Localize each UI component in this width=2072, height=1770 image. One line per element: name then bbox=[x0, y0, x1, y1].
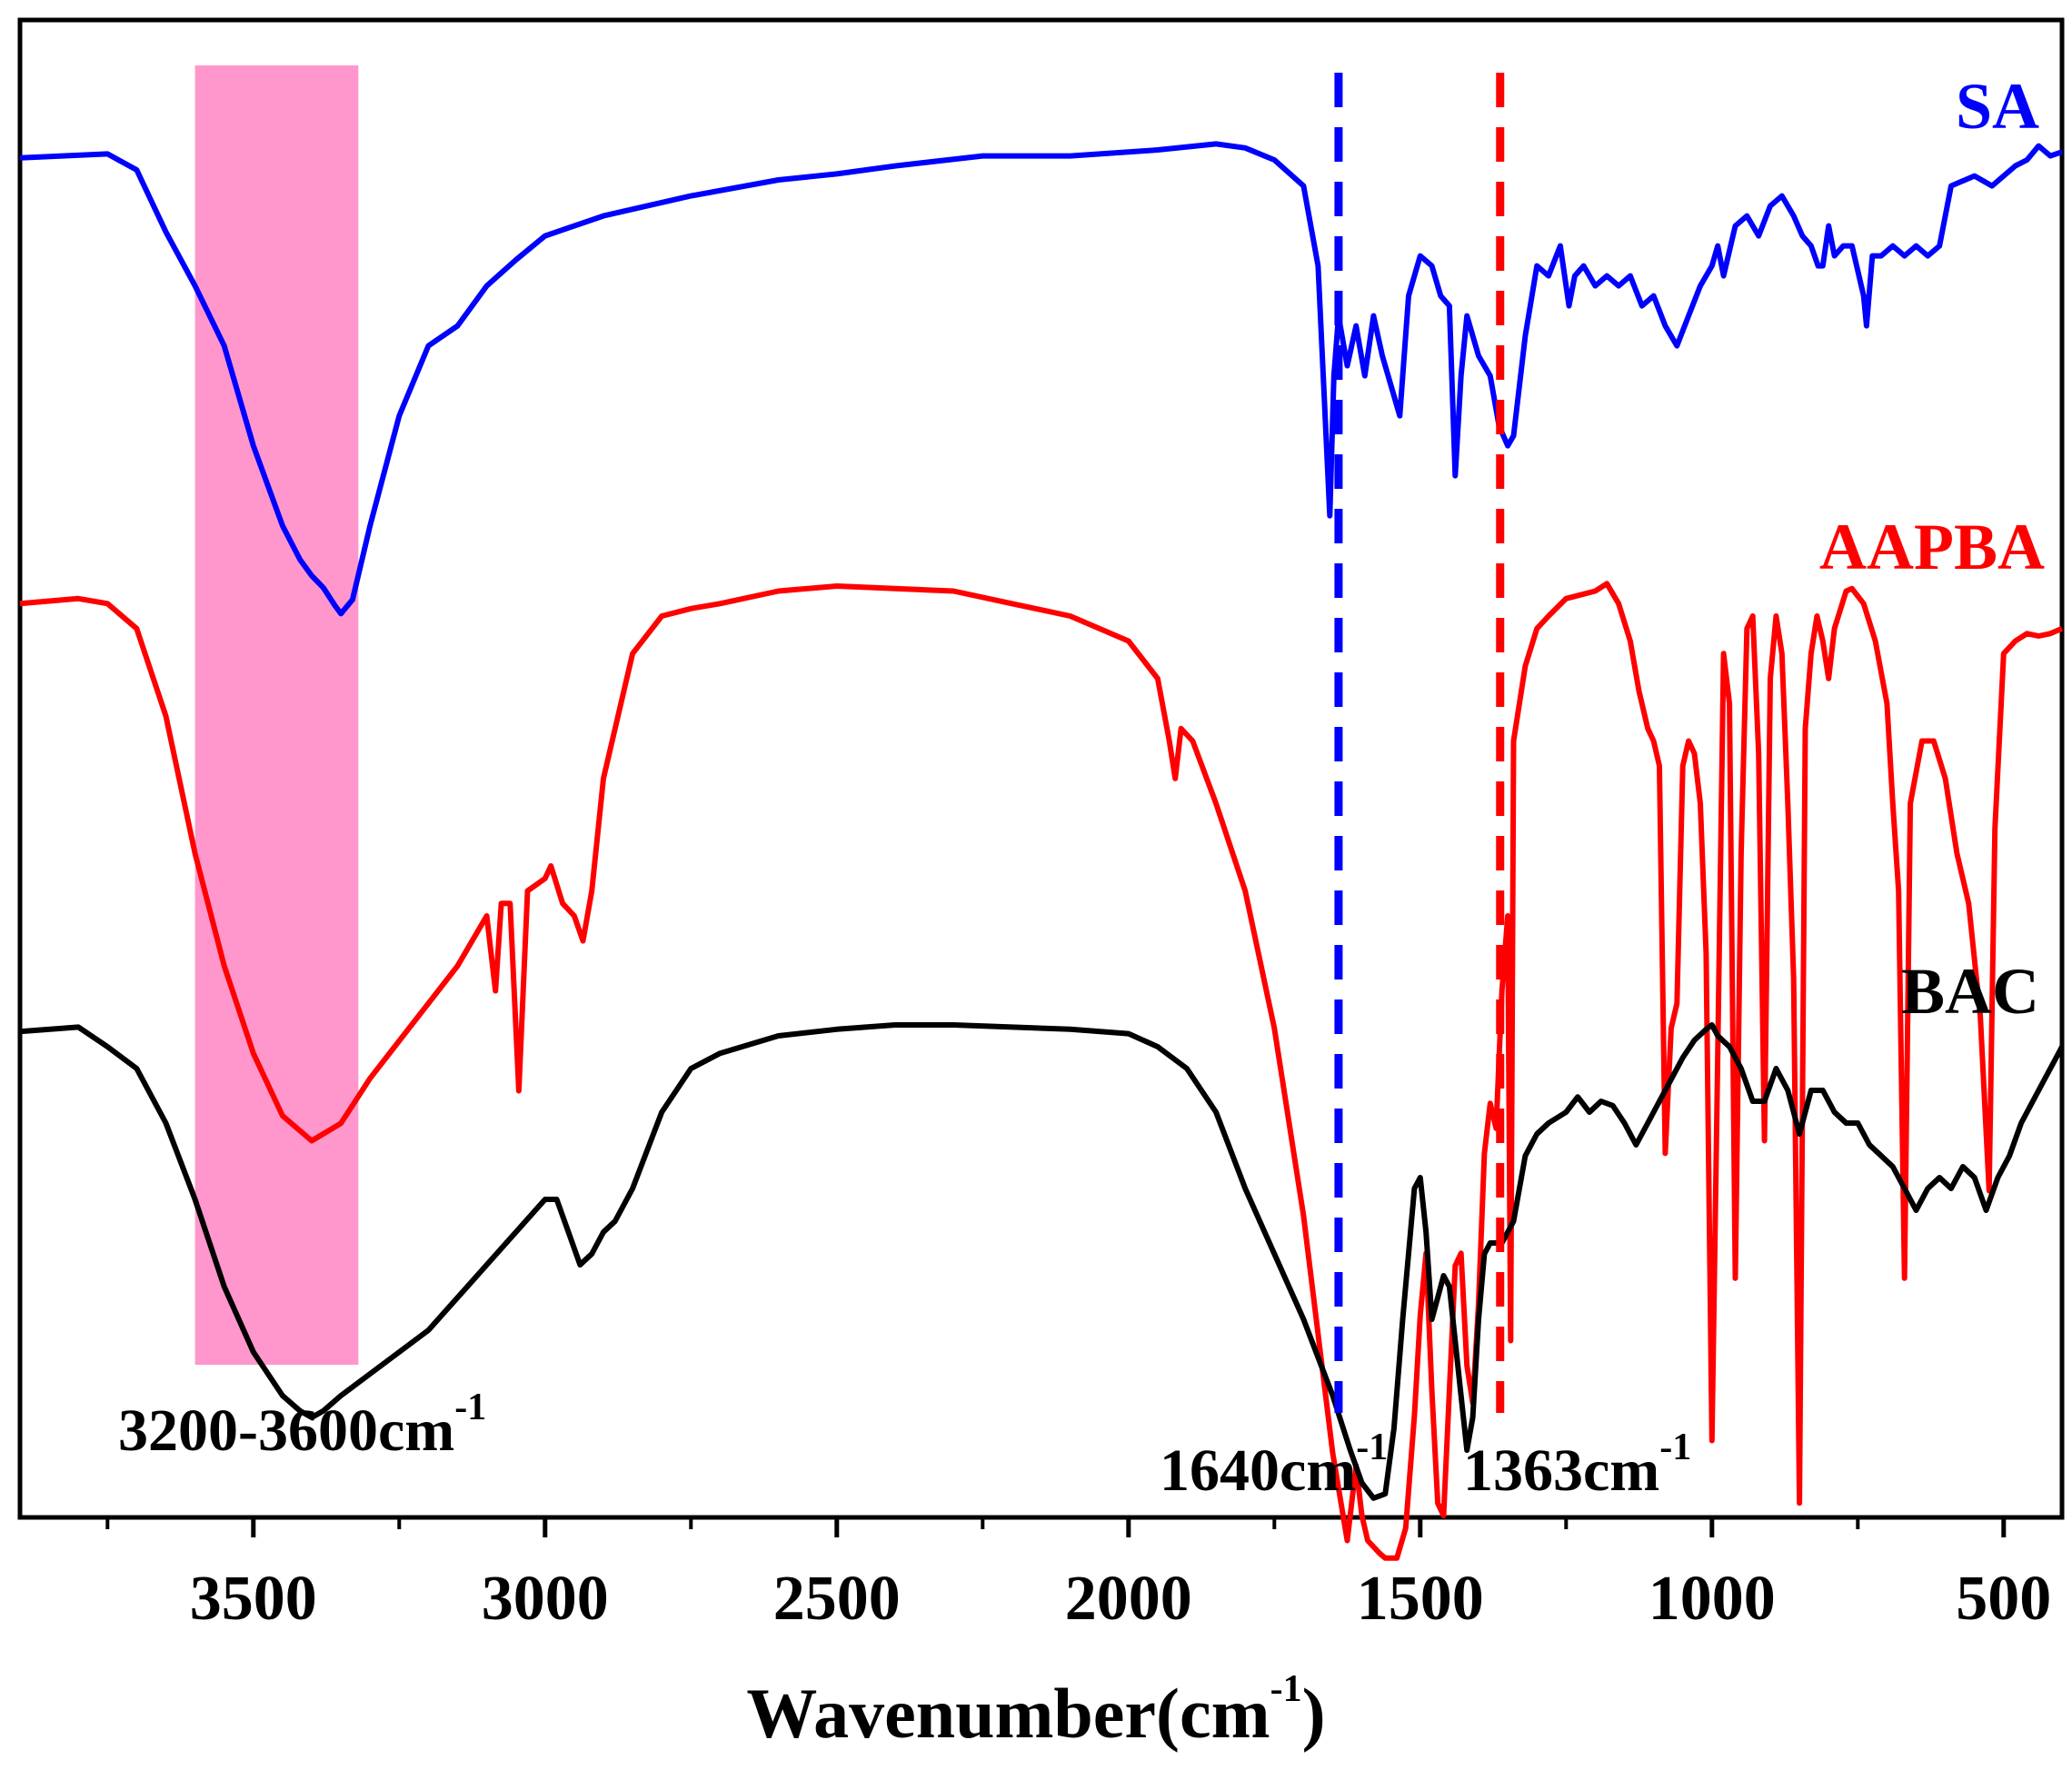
x-axis-title-text: Wavenumber(cm bbox=[746, 1674, 1270, 1753]
x-tick-label-1500: 1500 bbox=[1357, 1564, 1484, 1634]
reference-label-1640: 1640cm-1 bbox=[1160, 1427, 1388, 1504]
series-label-sa: SA bbox=[1956, 70, 2039, 143]
reference-label-1363-text: 1363cm bbox=[1463, 1437, 1659, 1504]
series-label-bac: BAC bbox=[1901, 955, 2039, 1028]
reference-label-1363-sup: -1 bbox=[1659, 1427, 1691, 1468]
x-tick-label-1000: 1000 bbox=[1649, 1564, 1776, 1634]
x-tick-label-2000: 2000 bbox=[1065, 1564, 1192, 1634]
series-layer bbox=[19, 141, 2065, 1561]
band-label: 3200-3600cm-1 bbox=[118, 1387, 486, 1464]
highlight-band-3200-3600 bbox=[194, 65, 359, 1365]
series-line-aapba bbox=[19, 581, 2064, 1561]
reference-label-1640-sup: -1 bbox=[1356, 1427, 1388, 1468]
series-line-bac bbox=[19, 1022, 2065, 1501]
reference-label-1363: 1363cm-1 bbox=[1463, 1427, 1691, 1504]
x-axis-title-tail: ) bbox=[1302, 1674, 1326, 1753]
reference-label-1640-text: 1640cm bbox=[1160, 1437, 1356, 1504]
band-label-sup: -1 bbox=[454, 1387, 486, 1428]
series-line-sa bbox=[19, 141, 2063, 617]
x-tick-label-3500: 3500 bbox=[190, 1564, 317, 1634]
band-label-text: 3200-3600cm bbox=[118, 1397, 454, 1464]
x-axis-title-sup: -1 bbox=[1270, 1668, 1302, 1710]
x-axis-title: Wavenumber(cm-1) bbox=[746, 1668, 1325, 1753]
x-tick-label-2500: 2500 bbox=[773, 1564, 901, 1634]
series-label-aapba: AAPBA bbox=[1819, 511, 2045, 583]
plot-frame bbox=[17, 17, 2065, 1520]
x-tick-label-3000: 3000 bbox=[482, 1564, 609, 1634]
x-tick-label-500: 500 bbox=[1956, 1564, 2051, 1634]
x-axis-ticks: 3500 3000 2500 2000 1500 1000 500 bbox=[105, 1517, 2051, 1634]
